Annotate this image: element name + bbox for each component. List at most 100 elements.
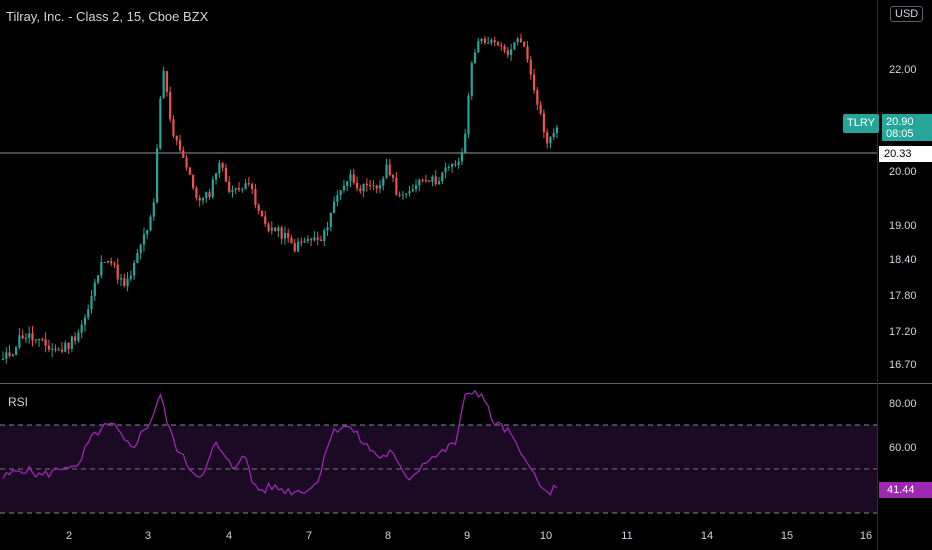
candle-body xyxy=(490,40,493,43)
candle-body xyxy=(510,49,513,56)
candle-body xyxy=(103,261,106,263)
candle-body xyxy=(414,185,418,190)
candle-body xyxy=(126,278,129,287)
candle-body xyxy=(506,50,509,56)
candle-body xyxy=(388,164,391,176)
price-axis: 22.00 20.00 19.00 18.40 17.80 17.20 16.70 xyxy=(889,64,917,371)
candle-body xyxy=(441,172,444,182)
time-tick-label: 10 xyxy=(540,530,552,542)
candle-body xyxy=(303,241,306,243)
candle-body xyxy=(175,136,178,141)
candle-body xyxy=(208,192,211,198)
rsi-band-fill xyxy=(0,425,877,513)
candle-body xyxy=(513,42,516,50)
candle-body xyxy=(5,352,8,359)
candle-body xyxy=(67,342,70,349)
price-tick-label: 17.20 xyxy=(889,326,917,338)
candle-body xyxy=(18,335,21,348)
candle-body xyxy=(201,198,205,201)
candle-body xyxy=(83,317,87,325)
candle-body xyxy=(123,278,126,287)
time-tick-label: 9 xyxy=(464,530,470,542)
candle-body xyxy=(74,336,77,341)
candle-body xyxy=(323,230,326,241)
candle-body xyxy=(178,140,182,151)
candle-body xyxy=(365,183,368,186)
time-tick-label: 3 xyxy=(145,530,151,542)
candle-body xyxy=(313,237,316,241)
candle-body xyxy=(139,244,142,253)
candle-body xyxy=(300,241,303,243)
time-tick-label: 11 xyxy=(621,530,632,542)
candle-body xyxy=(146,230,149,235)
candle-body xyxy=(257,205,260,211)
candle-body xyxy=(273,227,277,231)
candle-body xyxy=(60,349,64,352)
candle-body xyxy=(428,180,431,182)
price-tick-label: 17.80 xyxy=(889,290,917,302)
candle-body xyxy=(44,339,47,346)
candle-body xyxy=(405,193,408,195)
candle-body xyxy=(487,42,490,44)
candle-body xyxy=(116,264,119,280)
candle-body xyxy=(133,262,136,276)
candle-body xyxy=(306,239,309,242)
candle-body xyxy=(546,132,549,144)
candle-body xyxy=(15,347,18,355)
candle-body xyxy=(224,167,228,182)
candle-body xyxy=(241,189,244,191)
candle-body xyxy=(77,332,80,341)
candle-body xyxy=(267,224,270,231)
candle-body xyxy=(264,216,267,225)
candle-body xyxy=(149,216,152,231)
candle-body xyxy=(93,282,96,296)
candle-body xyxy=(451,164,454,167)
candle-body xyxy=(287,232,290,238)
candle-body xyxy=(129,275,132,279)
candle-body xyxy=(113,263,116,265)
time-tick-label: 7 xyxy=(306,530,312,542)
candlestick-series xyxy=(1,33,559,364)
price-tick-label: 19.00 xyxy=(889,220,917,232)
candle-body xyxy=(447,166,450,168)
candle-body xyxy=(496,42,500,46)
time-tick-label: 14 xyxy=(701,530,713,542)
candle-body xyxy=(142,234,146,245)
candle-body xyxy=(401,194,405,196)
candle-body xyxy=(192,174,195,189)
candle-body xyxy=(536,90,539,105)
candle-body xyxy=(421,179,424,181)
candle-body xyxy=(460,153,464,162)
candle-body xyxy=(542,113,545,133)
candle-body xyxy=(493,40,496,43)
candle-body xyxy=(188,167,191,175)
candle-body xyxy=(260,210,264,217)
candle-body xyxy=(500,45,503,47)
candle-body xyxy=(47,345,50,350)
candle-body xyxy=(464,133,467,154)
candle-body xyxy=(529,59,532,75)
candle-body xyxy=(293,243,296,252)
candle-body xyxy=(119,278,123,280)
time-axis: 2 3 4 7 8 9 10 11 14 15 16 xyxy=(66,530,872,542)
candle-body xyxy=(296,241,300,252)
candle-body xyxy=(355,182,359,189)
currency-button[interactable]: USD xyxy=(890,6,924,22)
candle-body xyxy=(319,239,323,241)
candle-body xyxy=(54,348,57,351)
candle-body xyxy=(51,348,54,350)
candle-body xyxy=(526,46,529,60)
candle-body xyxy=(326,227,329,231)
candle-body xyxy=(31,333,34,341)
price-tick-label: 16.70 xyxy=(889,359,917,371)
candle-body xyxy=(221,163,224,168)
candle-body xyxy=(477,41,480,53)
crosshair-price-label: 20.33 xyxy=(879,146,932,162)
candle-body xyxy=(329,212,332,228)
candle-body xyxy=(349,174,352,182)
candle-body xyxy=(228,181,231,192)
candle-body xyxy=(251,184,254,190)
ticker-badge: TLRY xyxy=(843,114,879,133)
candle-body xyxy=(378,185,382,189)
